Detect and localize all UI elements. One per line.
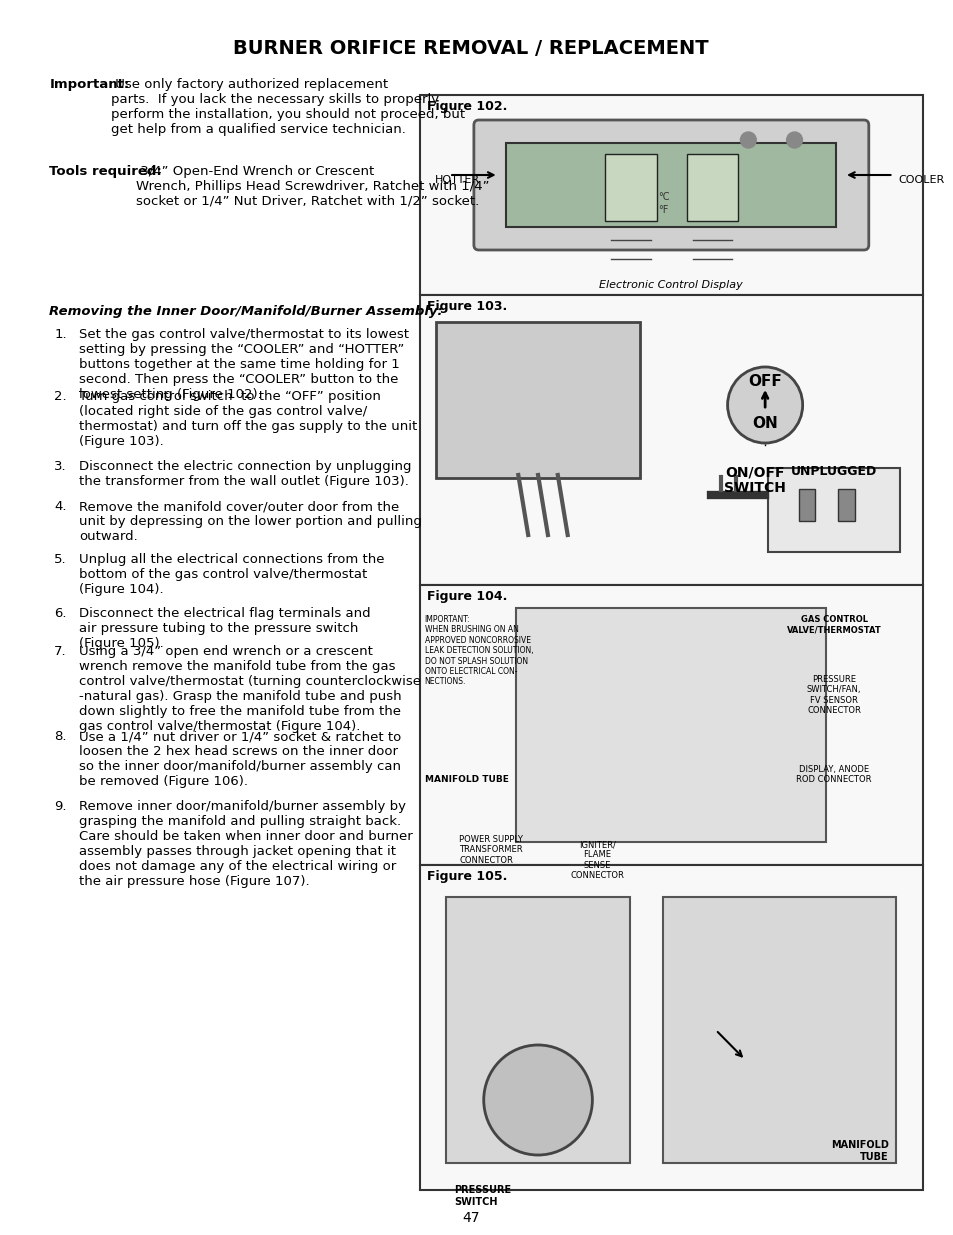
Text: Use a 1/4” nut driver or 1/4” socket & ratchet to
loosen the 2 hex head screws o: Use a 1/4” nut driver or 1/4” socket & r… <box>79 730 401 788</box>
FancyBboxPatch shape <box>767 468 900 552</box>
Text: Removing the Inner Door/Manifold/Burner Assembly:: Removing the Inner Door/Manifold/Burner … <box>50 305 442 317</box>
Text: Tools required:: Tools required: <box>50 165 162 178</box>
FancyBboxPatch shape <box>446 897 629 1163</box>
Text: 4.: 4. <box>54 500 67 513</box>
Text: IMPORTANT:
WHEN BRUSHING ON AN
APPROVED NONCORROSIVE
LEAK DETECTION SOLUTION,
DO: IMPORTANT: WHEN BRUSHING ON AN APPROVED … <box>424 615 533 687</box>
Text: Set the gas control valve/thermostat to its lowest
setting by pressing the “COOL: Set the gas control valve/thermostat to … <box>79 329 409 401</box>
Text: PRESSURE
SWITCH: PRESSURE SWITCH <box>454 1186 511 1207</box>
Text: Using a 3/4” open end wrench or a crescent
wrench remove the manifold tube from : Using a 3/4” open end wrench or a cresce… <box>79 645 420 734</box>
FancyBboxPatch shape <box>474 120 868 249</box>
Text: ON/OFF
SWITCH: ON/OFF SWITCH <box>723 466 785 495</box>
Circle shape <box>483 1045 592 1155</box>
Text: 3.: 3. <box>54 459 67 473</box>
Text: 9.: 9. <box>54 800 67 813</box>
Text: 5.: 5. <box>54 553 67 566</box>
Text: Remove inner door/manifold/burner assembly by
grasping the manifold and pulling : Remove inner door/manifold/burner assemb… <box>79 800 413 888</box>
FancyBboxPatch shape <box>419 95 923 295</box>
Text: PRESSURE
SWITCH/FAN,
FV SENSOR
CONNECTOR: PRESSURE SWITCH/FAN, FV SENSOR CONNECTOR <box>806 676 861 715</box>
Text: Turn gas control switch  to the “OFF” position
(located right side of the gas co: Turn gas control switch to the “OFF” pos… <box>79 390 416 448</box>
FancyBboxPatch shape <box>798 489 815 521</box>
Text: MANIFOLD
TUBE: MANIFOLD TUBE <box>830 1140 887 1162</box>
Text: UNPLUGGED: UNPLUGGED <box>790 466 877 478</box>
Text: IGNITER/
FLAME
SENSE
CONNECTOR: IGNITER/ FLAME SENSE CONNECTOR <box>570 840 623 881</box>
FancyBboxPatch shape <box>419 864 923 1191</box>
Text: Unplug all the electrical connections from the
bottom of the gas control valve/t: Unplug all the electrical connections fr… <box>79 553 384 597</box>
Text: OFF: OFF <box>747 374 781 389</box>
FancyBboxPatch shape <box>686 154 738 221</box>
Text: °F: °F <box>658 205 668 215</box>
Text: MANIFOLD TUBE: MANIFOLD TUBE <box>424 776 508 784</box>
Text: COOLER: COOLER <box>898 175 943 185</box>
Text: Figure 104.: Figure 104. <box>427 590 507 603</box>
Text: Important:: Important: <box>50 78 130 91</box>
FancyBboxPatch shape <box>838 489 854 521</box>
Text: Disconnect the electric connection by unplugging
the transformer from the wall o: Disconnect the electric connection by un… <box>79 459 411 488</box>
FancyBboxPatch shape <box>662 897 896 1163</box>
FancyBboxPatch shape <box>506 143 836 227</box>
Text: 3/4” Open-End Wrench or Crescent
Wrench, Phillips Head Screwdriver, Ratchet with: 3/4” Open-End Wrench or Crescent Wrench,… <box>136 165 489 207</box>
Text: Disconnect the electrical flag terminals and
air pressure tubing to the pressure: Disconnect the electrical flag terminals… <box>79 606 370 650</box>
Text: 47: 47 <box>461 1212 479 1225</box>
Circle shape <box>740 132 756 148</box>
Circle shape <box>786 132 801 148</box>
Text: 7.: 7. <box>54 645 67 658</box>
Text: 1.: 1. <box>54 329 67 341</box>
Text: °C: °C <box>658 191 669 203</box>
Text: Figure 105.: Figure 105. <box>427 869 507 883</box>
Text: BURNER ORIFICE REMOVAL / REPLACEMENT: BURNER ORIFICE REMOVAL / REPLACEMENT <box>233 38 708 58</box>
Text: ON: ON <box>752 415 778 431</box>
Text: 6.: 6. <box>54 606 67 620</box>
Text: Figure 102.: Figure 102. <box>427 100 507 112</box>
Text: Remove the manifold cover/outer door from the
unit by depressing on the lower po: Remove the manifold cover/outer door fro… <box>79 500 421 543</box>
Text: Figure 103.: Figure 103. <box>427 300 507 312</box>
FancyBboxPatch shape <box>419 585 923 864</box>
Text: Electronic Control Display: Electronic Control Display <box>598 280 742 290</box>
FancyBboxPatch shape <box>604 154 656 221</box>
Text: Use only factory authorized replacement
parts.  If you lack the necessary skills: Use only factory authorized replacement … <box>111 78 464 136</box>
Text: DISPLAY, ANODE
ROD CONNECTOR: DISPLAY, ANODE ROD CONNECTOR <box>796 764 871 784</box>
FancyBboxPatch shape <box>516 608 825 842</box>
Text: GAS CONTROL
VALVE/THERMOSTAT: GAS CONTROL VALVE/THERMOSTAT <box>786 615 881 635</box>
Circle shape <box>727 367 801 443</box>
Text: 2.: 2. <box>54 390 67 403</box>
FancyBboxPatch shape <box>419 295 923 585</box>
FancyBboxPatch shape <box>436 322 639 478</box>
Text: POWER SUPPLY
TRANSFORMER
CONNECTOR: POWER SUPPLY TRANSFORMER CONNECTOR <box>458 835 522 864</box>
Text: HOTTER: HOTTER <box>434 175 479 185</box>
Text: 8.: 8. <box>54 730 67 743</box>
